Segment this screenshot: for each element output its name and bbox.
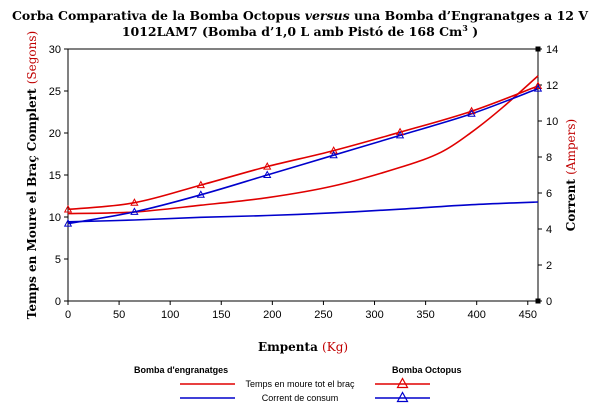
y-tick-label: 25 [49,86,61,98]
series-markers [63,81,543,227]
y-tick-label: 10 [49,212,61,224]
legend-heading-octopus: Bomba Octopus [392,365,462,375]
data-point-octopus-current [130,207,139,215]
legend-label-current: Corrent de consum [262,393,339,403]
x-axis-title: Empenta (Kg) [258,340,348,354]
x-tick-label: 250 [314,309,332,321]
data-point-octopus-time [263,162,272,170]
y2-tick-label: 6 [546,188,552,200]
data-point-octopus-current [467,109,476,117]
data-point-octopus-current [263,170,272,178]
plot-area [67,48,539,302]
y-axis-right: 0 2 4 6 8 10 12 14 [535,44,558,308]
x-tick-label: 200 [263,309,281,321]
series-line-octopus-time [67,85,539,211]
data-point-octopus-time [196,180,205,189]
legend-octopus-current-marker [396,391,409,403]
data-point-octopus-time [130,198,139,206]
data-point-octopus-current [63,219,73,227]
x-tick-label: 0 [65,309,71,321]
y2-tick-label: 8 [546,152,552,164]
series-line-octopus-current [67,87,539,225]
data-point-octopus-current [533,84,543,92]
legend-heading-gear: Bomba d'engranatges [134,365,228,375]
data-point-octopus-current [329,150,338,159]
legend-label-time: Temps en moure tot el braç [245,379,355,389]
y2-tick-label: 10 [546,116,558,128]
data-point-octopus-time [395,127,405,136]
series-line-gear-current [67,201,539,223]
chart-subtitle: 1012LAM7 (Bomba d’1,0 L amb Pistó de 168… [122,23,478,39]
y2-tick-label: 14 [546,44,558,56]
series-lines [67,75,539,225]
data-point-octopus-time [467,106,476,115]
y2-tick-label: 12 [546,80,558,92]
y-axis-right-title: Corrent (Ampers) [564,119,578,231]
x-tick-label: 100 [161,309,179,321]
x-tick-label: 300 [365,309,383,321]
data-point-octopus-current [196,190,205,198]
y-tick-label: 15 [49,170,61,182]
y-tick-label: 30 [49,44,61,56]
legend-octopus-time-marker [396,377,409,389]
x-tick-label: 150 [212,309,230,321]
y-tick-label: 20 [49,128,61,140]
x-axis: 0 50 100 150 200 250 300 350 400 450 [65,301,537,321]
chart-title: Corba Comparativa de la Bomba Octopus ve… [12,8,588,23]
x-tick-label: 350 [416,309,434,321]
x-tick-label: 400 [468,309,486,321]
data-point-octopus-current [395,130,405,139]
data-point-octopus-time [329,146,338,154]
y2-axis-end-marker [535,298,541,304]
data-point-octopus-time [533,81,543,89]
x-tick-label: 450 [519,309,537,321]
y-tick-label: 5 [55,254,61,266]
y-tick-label: 0 [55,296,61,308]
legend: Bomba d'engranatges Bomba Octopus Temps … [134,365,462,403]
y-axis-left-title: Temps en Moure el Braç Complert (Segons) [25,31,39,319]
y-axis-left: 0 5 10 15 20 25 30 [49,44,68,308]
y2-axis-end-marker [535,46,541,52]
data-point-octopus-time [63,204,73,213]
y2-tick-label: 4 [546,224,552,236]
y2-tick-label: 0 [546,296,552,308]
x-tick-label: 50 [113,309,125,321]
y2-tick-label: 2 [546,260,552,272]
series-line-gear-time [67,75,539,215]
